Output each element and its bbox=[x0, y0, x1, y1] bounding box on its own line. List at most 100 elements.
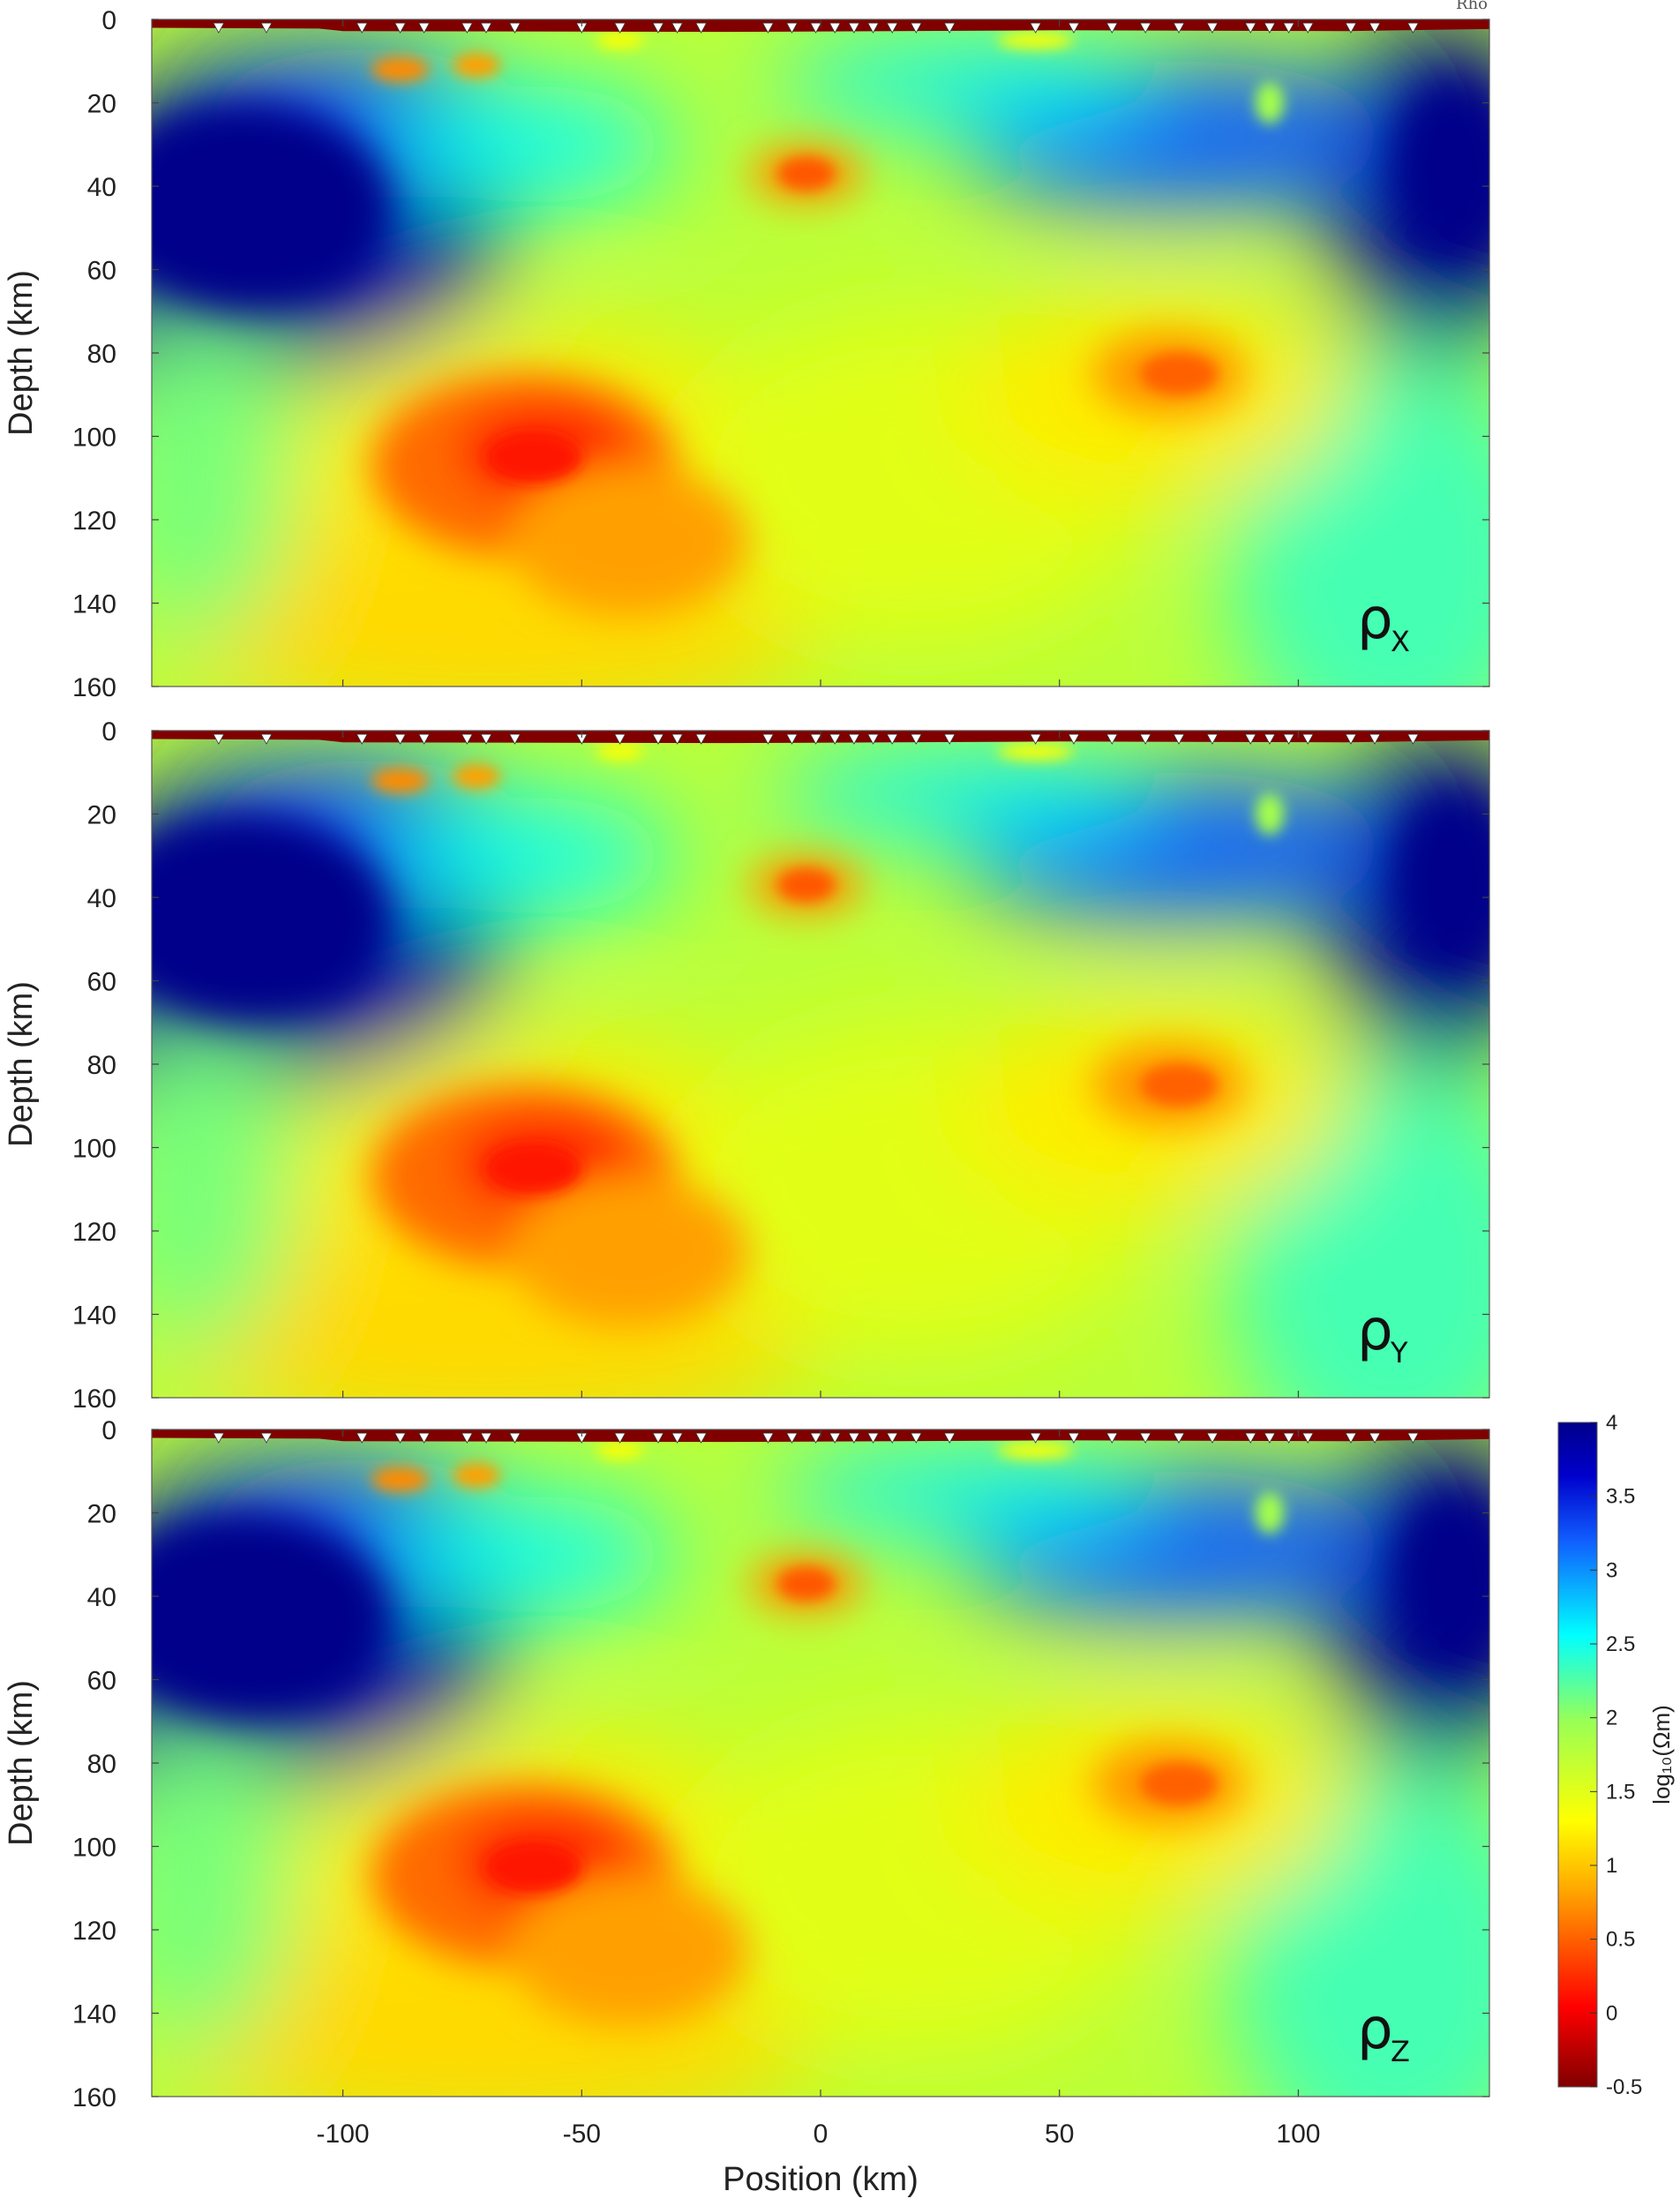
station-marker bbox=[1068, 22, 1080, 34]
station-marker bbox=[508, 733, 521, 745]
station-marker bbox=[809, 22, 822, 34]
y-tick-label: 60 bbox=[87, 257, 116, 286]
station-marker bbox=[1106, 733, 1118, 745]
colorbar-tick-label: 4 bbox=[1606, 1411, 1617, 1435]
station-marker bbox=[1173, 1432, 1185, 1444]
colorbar-tick-label: 1.5 bbox=[1606, 1780, 1635, 1804]
station-marker bbox=[829, 1432, 841, 1444]
station-marker bbox=[1173, 733, 1185, 745]
resistivity-map bbox=[152, 19, 1489, 687]
station-marker bbox=[613, 733, 626, 745]
station-marker bbox=[652, 22, 664, 34]
station-marker bbox=[213, 1432, 225, 1444]
station-marker bbox=[213, 22, 225, 34]
y-tick-label: 60 bbox=[87, 1667, 116, 1696]
station-marker bbox=[886, 22, 898, 34]
station-marker bbox=[694, 22, 708, 34]
colorbar-tick-label: 3 bbox=[1606, 1558, 1617, 1582]
colorbar-tick-label: 0.5 bbox=[1606, 1928, 1635, 1952]
station-marker bbox=[761, 733, 775, 745]
panel-label: ρ bbox=[1357, 1298, 1393, 1363]
colorbar-tick-label: 2 bbox=[1606, 1707, 1617, 1730]
y-tick-label: 140 bbox=[72, 2000, 116, 2030]
corner-text: Rho bbox=[1456, 0, 1488, 13]
station-marker bbox=[480, 1432, 492, 1444]
station-marker bbox=[761, 1432, 775, 1444]
panel-2: 0 20 40 60 80 100 120 140 160 Depth (km) ρY bbox=[3, 717, 1490, 1414]
panel-label-subscript: X bbox=[1391, 625, 1410, 658]
station-marker bbox=[417, 1432, 431, 1444]
station-marker bbox=[1206, 733, 1219, 745]
station-marker bbox=[943, 22, 956, 34]
y-tick-label: 20 bbox=[87, 1500, 116, 1529]
y-tick-label: 160 bbox=[72, 673, 116, 702]
station-marker bbox=[809, 1432, 822, 1444]
resistivity-map bbox=[152, 731, 1489, 1398]
station-marker bbox=[943, 733, 956, 745]
station-marker bbox=[848, 733, 860, 745]
station-marker bbox=[260, 22, 273, 34]
station-marker bbox=[1406, 22, 1420, 34]
station-marker bbox=[1106, 1432, 1118, 1444]
station-marker bbox=[910, 733, 922, 745]
station-marker bbox=[1406, 733, 1420, 745]
station-marker bbox=[1282, 733, 1295, 745]
y-tick-label: 20 bbox=[87, 90, 116, 119]
station-marker bbox=[866, 1432, 880, 1444]
station-marker bbox=[1068, 733, 1080, 745]
y-axis-label: Depth (km) bbox=[3, 270, 40, 436]
station-marker bbox=[260, 1432, 273, 1444]
y-tick-label: 60 bbox=[87, 968, 116, 997]
station-marker bbox=[417, 733, 431, 745]
colorbar-tick-label: 1 bbox=[1606, 1854, 1617, 1878]
station-marker bbox=[848, 1432, 860, 1444]
station-marker bbox=[1282, 22, 1295, 34]
station-marker bbox=[694, 1432, 708, 1444]
y-tick-label: 80 bbox=[87, 1051, 116, 1080]
station-marker bbox=[613, 22, 626, 34]
y-tick-label: 20 bbox=[87, 801, 116, 830]
y-tick-label: 120 bbox=[72, 506, 116, 536]
station-marker bbox=[461, 1432, 474, 1444]
station-marker bbox=[671, 22, 684, 34]
station-marker bbox=[394, 1432, 407, 1444]
x-tick-label: 100 bbox=[1276, 2120, 1320, 2149]
station-marker bbox=[671, 733, 684, 745]
station-marker bbox=[829, 733, 841, 745]
station-marker bbox=[1106, 22, 1118, 34]
station-marker bbox=[1244, 1432, 1256, 1444]
station-marker bbox=[508, 1432, 521, 1444]
station-marker bbox=[866, 733, 880, 745]
y-tick-label: 0 bbox=[101, 1416, 116, 1445]
panel-label: ρ bbox=[1357, 1997, 1393, 2062]
y-tick-label: 0 bbox=[101, 6, 116, 35]
panel-label-subscript: Z bbox=[1391, 2035, 1410, 2068]
station-marker bbox=[480, 733, 492, 745]
station-marker bbox=[356, 22, 368, 34]
station-marker bbox=[260, 733, 273, 745]
station-marker bbox=[417, 22, 431, 34]
station-marker bbox=[508, 22, 521, 34]
station-marker bbox=[1139, 1432, 1151, 1444]
y-tick-label: 100 bbox=[72, 424, 116, 453]
station-marker bbox=[1264, 22, 1276, 34]
station-marker bbox=[785, 1432, 799, 1444]
station-marker bbox=[1345, 1432, 1357, 1444]
colorbar-tick-label: 3.5 bbox=[1606, 1485, 1635, 1509]
station-marker bbox=[1244, 22, 1256, 34]
station-marker bbox=[1406, 1432, 1420, 1444]
y-tick-label: 0 bbox=[101, 717, 116, 747]
y-tick-label: 100 bbox=[72, 1834, 116, 1863]
station-marker bbox=[809, 733, 822, 745]
station-marker bbox=[1345, 22, 1357, 34]
station-marker bbox=[1264, 733, 1276, 745]
panel-label: ρ bbox=[1357, 587, 1393, 652]
station-marker bbox=[829, 22, 841, 34]
station-marker bbox=[394, 22, 407, 34]
station-marker bbox=[943, 1432, 956, 1444]
x-tick-label: 0 bbox=[814, 2120, 829, 2149]
station-marker bbox=[461, 22, 474, 34]
station-marker bbox=[480, 22, 492, 34]
station-marker bbox=[1173, 22, 1185, 34]
